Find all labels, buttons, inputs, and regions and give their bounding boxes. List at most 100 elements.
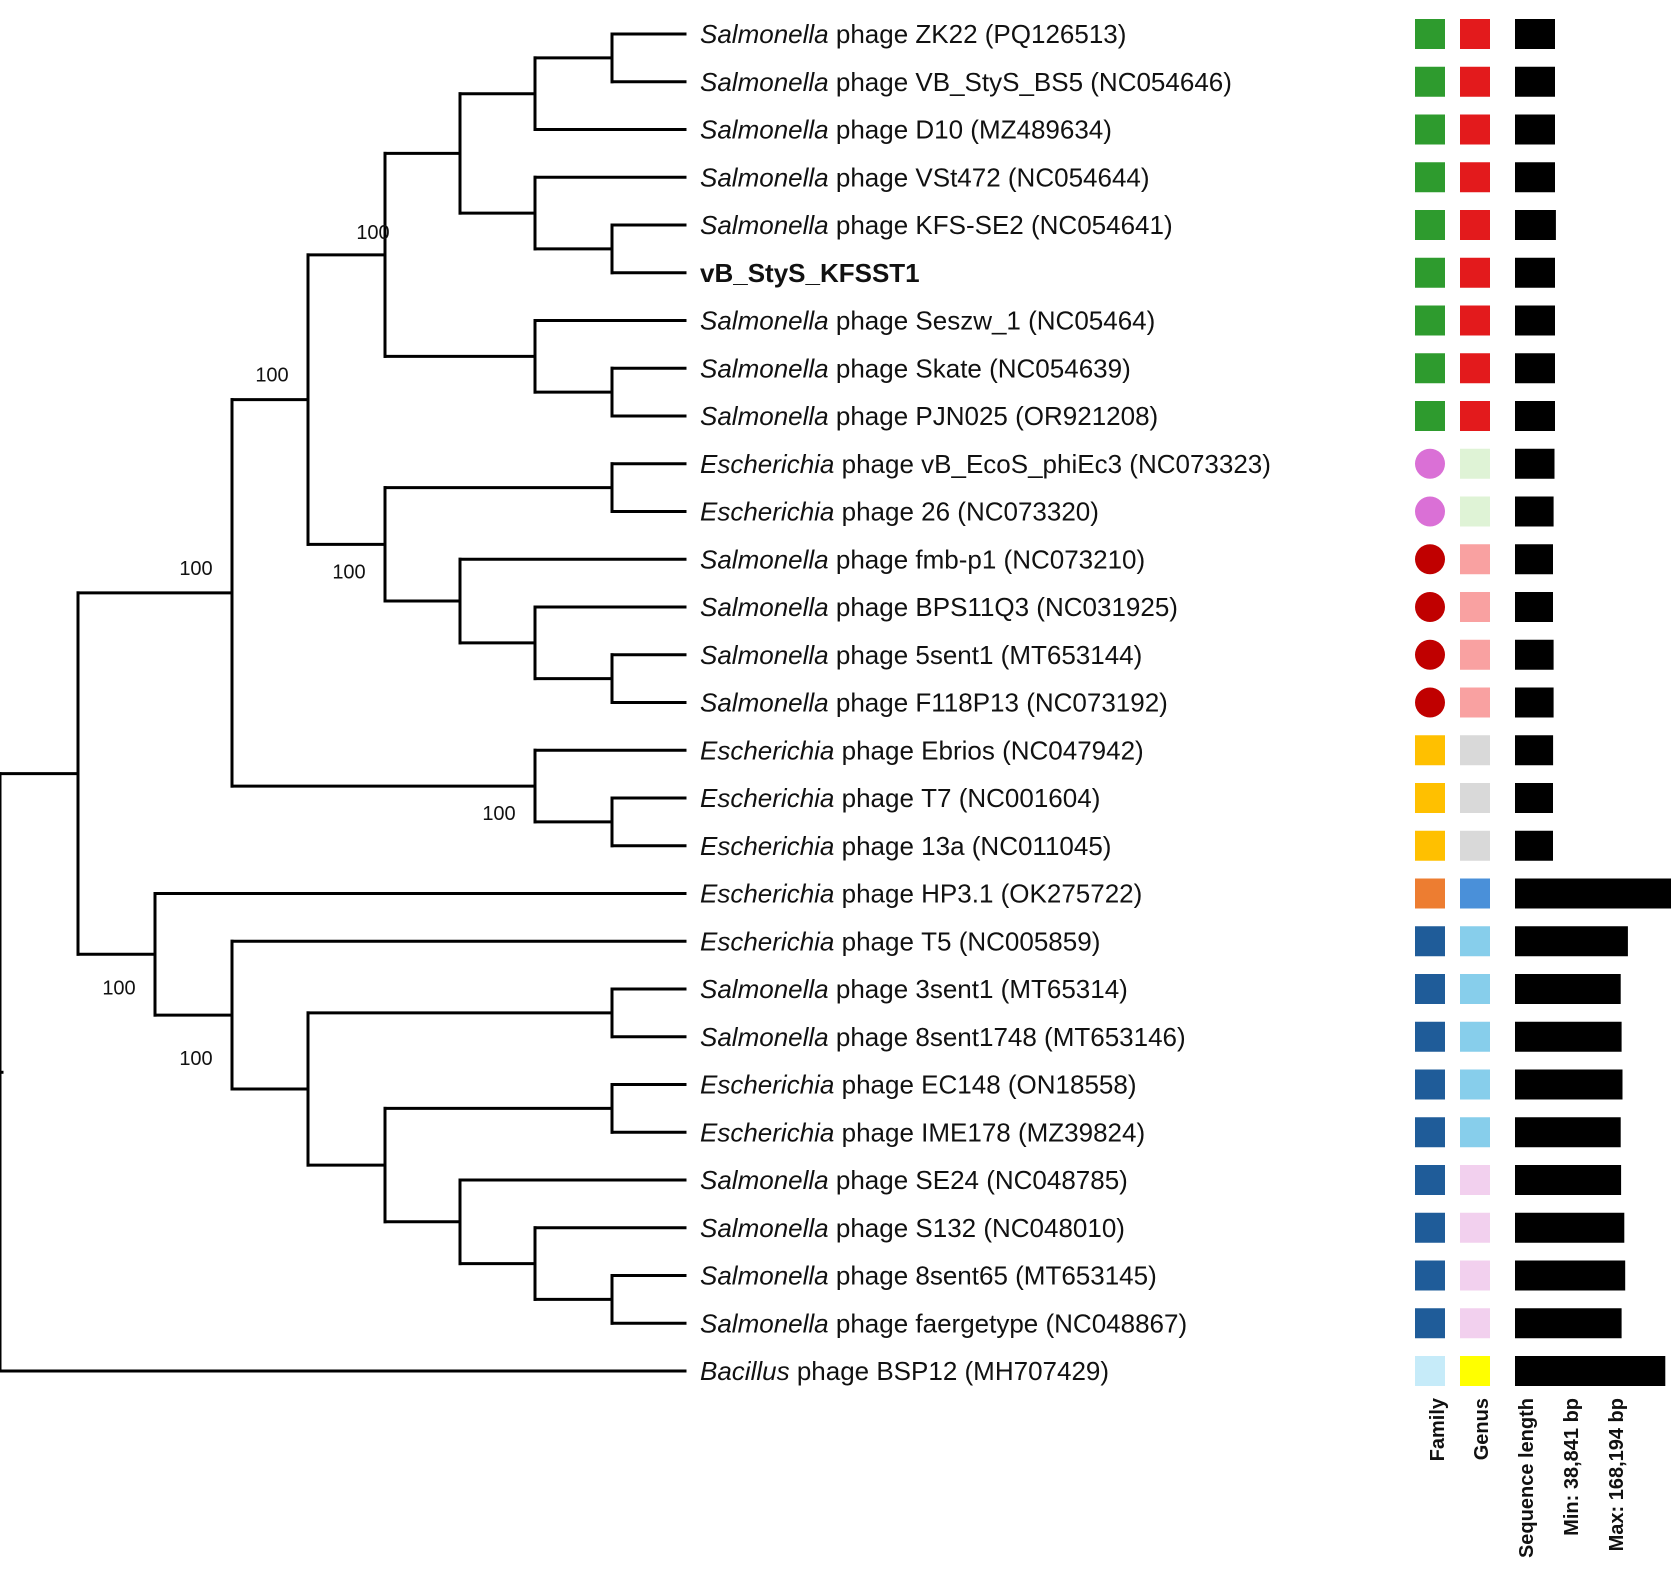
family-marker [1415,257,1445,288]
taxon-name: phage VB_StyS_BS5 (NC054646) [829,67,1232,97]
family-marker [1415,305,1445,336]
taxon-labels: Salmonella phage ZK22 (PQ126513) Salmonel… [700,19,1271,1386]
genus-marker [1460,257,1490,288]
taxon-name: phage PJN025 (OR921208) [829,401,1159,431]
family-marker [1415,830,1445,861]
sequence-length-bar [1515,257,1555,288]
family-marker [1415,1260,1445,1291]
taxon-label: Escherichia phage Ebrios (NC047942) [700,735,1144,765]
sequence-length-bar [1515,1021,1622,1052]
strip-legend: Family Genus Sequence length Min: 38,841… [1427,1397,1628,1558]
taxon-genus: Salmonella [700,688,829,718]
taxon-label: Salmonella phage faergetype (NC048867) [700,1308,1187,1338]
bootstrap-value: 100 [179,1048,212,1070]
taxon-label: Salmonella phage F118P13 (NC073192) [700,688,1168,718]
genus-marker [1460,639,1490,670]
genus-marker [1460,66,1490,97]
sequence-length-bars [1515,19,1671,1386]
family-marker [1415,1117,1445,1148]
legend-max-length: Max: 168,194 bp [1606,1398,1628,1551]
taxon-name: phage faergetype (NC048867) [829,1308,1187,1338]
genus-marker [1460,1260,1490,1291]
taxon-genus: Escherichia [700,1117,834,1147]
taxon-name: phage BPS11Q3 (NC031925) [829,592,1178,622]
family-marker [1415,401,1445,431]
genus-marker [1460,544,1490,575]
genus-marker [1460,401,1490,431]
taxon-label: Salmonella phage VB_StyS_BS5 (NC054646) [700,67,1232,97]
genus-marker [1460,1356,1490,1386]
sequence-length-bar [1515,783,1553,813]
taxon-label: Salmonella phage ZK22 (PQ126513) [700,19,1126,49]
taxon-name: phage 8sent1748 (MT653146) [829,1022,1186,1052]
taxon-genus: Salmonella [700,162,829,192]
taxon-name: phage T7 (NC001604) [834,783,1100,813]
taxon-label: Salmonella phage fmb-p1 (NC073210) [700,544,1145,574]
family-marker [1415,1356,1445,1386]
sequence-length-bar [1515,1117,1621,1148]
taxon-genus: Escherichia [700,449,834,479]
genus-marker [1460,1021,1490,1052]
taxon-name: phage T5 (NC005859) [834,926,1100,956]
taxon-genus: Salmonella [700,1213,829,1243]
taxon-name: phage 26 (NC073320) [834,497,1099,527]
bootstrap-support-labels: 100 100 100 100 100 100 100 [102,222,515,1070]
taxon-name: phage D10 (MZ489634) [829,115,1112,145]
sequence-length-bar [1515,448,1555,479]
genus-marker [1460,1212,1490,1243]
family-marker [1415,783,1445,813]
family-marker [1415,735,1445,766]
taxon-genus: Bacillus [700,1356,790,1386]
genus-marker [1460,1117,1490,1148]
family-marker [1415,162,1445,193]
sequence-length-bar [1515,878,1671,909]
sequence-length-bar [1515,1356,1666,1386]
sequence-length-bar [1515,1212,1625,1243]
taxon-name: phage 8sent65 (MT653145) [829,1261,1157,1291]
genus-marker [1460,162,1490,193]
genus-marker [1460,353,1490,384]
taxon-genus: Escherichia [700,831,834,861]
family-marker [1415,926,1445,957]
genus-marker [1460,783,1490,813]
taxon-genus: Salmonella [700,1165,829,1195]
genus-marker [1460,687,1490,718]
genus-marker [1460,114,1490,145]
taxon-name: phage Ebrios (NC047942) [834,735,1143,765]
sequence-length-bar [1515,544,1553,575]
taxon-label: Escherichia phage EC148 (ON18558) [700,1070,1137,1100]
sequence-length-bar [1515,1260,1626,1291]
taxon-label: Salmonella phage S132 (NC048010) [700,1213,1125,1243]
taxon-label: Salmonella phage SE24 (NC048785) [700,1165,1128,1195]
bootstrap-value: 100 [356,222,389,244]
sequence-length-bar [1515,401,1555,431]
taxon-genus: Escherichia [700,1070,834,1100]
taxon-genus: Escherichia [700,497,834,527]
taxon-label: Escherichia phage vB_EcoS_phiEc3 (NC0733… [700,449,1271,479]
sequence-length-bar [1515,162,1555,193]
genus-marker [1460,974,1490,1004]
taxon-label: Salmonella phage 3sent1 (MT65314) [700,974,1128,1004]
taxon-name: phage vB_EcoS_phiEc3 (NC073323) [834,449,1271,479]
taxon-genus: Salmonella [700,974,829,1004]
genus-marker [1460,19,1490,49]
sequence-length-bar [1515,305,1555,336]
taxon-genus: Escherichia [700,926,834,956]
taxon-label: Bacillus phage BSP12 (MH707429) [700,1356,1109,1386]
sequence-length-bar [1515,974,1621,1004]
sequence-length-bar [1515,19,1555,49]
taxon-label: Escherichia phage T7 (NC001604) [700,783,1100,813]
sequence-length-bar [1515,592,1553,622]
taxon-name: phage KFS-SE2 (NC054641) [829,210,1173,240]
bootstrap-value: 100 [255,365,288,387]
taxon-genus: Escherichia [700,783,834,813]
genus-marker [1460,592,1490,622]
legend-genus: Genus [1471,1398,1493,1460]
taxon-genus: Salmonella [700,544,829,574]
sequence-length-bar [1515,66,1555,97]
genus-marker [1460,1069,1490,1100]
legend-family: Family [1427,1397,1449,1461]
taxon-name: phage IME178 (MZ39824) [834,1117,1145,1147]
taxon-name: vB_StyS_KFSST1 [700,258,920,288]
